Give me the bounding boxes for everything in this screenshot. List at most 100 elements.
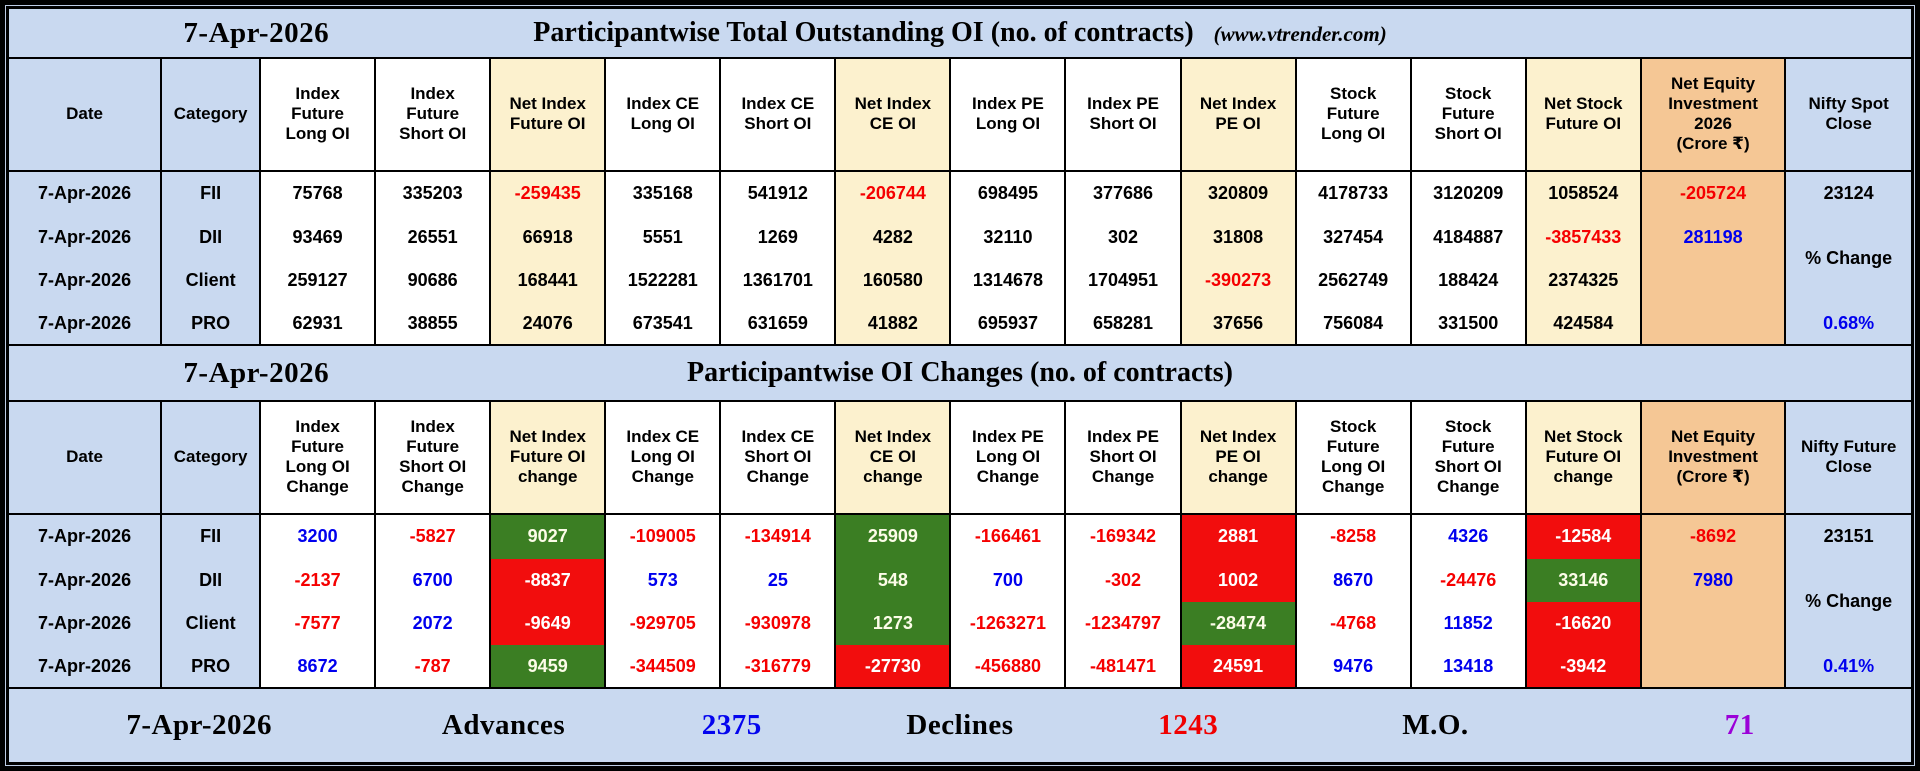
mo-value: 71	[1724, 709, 1755, 741]
cell: 573	[604, 558, 721, 602]
col-header: Category	[160, 58, 261, 172]
cell: 2562749	[1294, 258, 1411, 302]
cell: 7980	[1639, 558, 1786, 602]
cell: -9649	[489, 601, 606, 645]
cell: 160580	[834, 258, 951, 302]
col-header: Stock Future Short OI	[1409, 58, 1526, 172]
cell: 335168	[604, 170, 721, 216]
cell: 259127	[259, 258, 376, 302]
cell: 9459	[489, 644, 606, 688]
cell: -259435	[489, 170, 606, 216]
cell: 302	[1064, 215, 1181, 259]
report-frame: 7-Apr-2026 Participantwise Total Outstan…	[5, 5, 1915, 766]
cell: 9476	[1294, 644, 1411, 688]
cell: 32110	[949, 215, 1066, 259]
col-header: Net Index CE OI change	[834, 401, 951, 515]
cell: 7-Apr-2026	[9, 513, 162, 559]
cell: 673541	[604, 301, 721, 345]
cell: 331500	[1409, 301, 1526, 345]
col-header: Net Stock Future OI	[1524, 58, 1641, 172]
report-date: 7-Apr-2026	[126, 709, 273, 741]
cell: -8258	[1294, 513, 1411, 559]
cell: -929705	[604, 601, 721, 645]
cell: DII	[160, 215, 261, 259]
cell: 3200	[259, 513, 376, 559]
table-row: 7-Apr-2026 FII 3200 -5827 9027 -109005 -134914…	[9, 513, 1911, 559]
cell: % Change	[1784, 215, 1911, 302]
col-header: Date	[9, 401, 162, 515]
cell: 1314678	[949, 258, 1066, 302]
col-header: Index CE Short OI	[719, 58, 836, 172]
advances-label: Advances	[441, 709, 566, 741]
col-header: Net Index PE OI	[1179, 58, 1296, 172]
cell: 90686	[374, 258, 491, 302]
cell: 1522281	[604, 258, 721, 302]
cell: Client	[160, 258, 261, 302]
cell: 377686	[1064, 170, 1181, 216]
cell: 0.41%	[1784, 644, 1911, 688]
col-header: Index PE Short OI Change	[1064, 401, 1181, 515]
col-header: Date	[9, 58, 162, 172]
cell: 2374325	[1524, 258, 1641, 302]
cell: 75768	[259, 170, 376, 216]
table-row: 7-Apr-2026 DII -2137 6700 -8837 573 25 548 700 -3…	[9, 558, 1911, 645]
cell: 9027	[489, 513, 606, 559]
cell: -3857433	[1524, 215, 1641, 259]
cell: -930978	[719, 601, 836, 645]
cell: 66918	[489, 215, 606, 259]
cell: 3120209	[1409, 170, 1526, 216]
cell: 31808	[1179, 215, 1296, 259]
col-header: Net Stock Future OI change	[1524, 401, 1641, 515]
site-credit: (www.vtrender.com)	[1213, 22, 1387, 46]
cell: -16620	[1524, 601, 1641, 645]
cell: Client	[160, 601, 261, 645]
col-header: Index Future Long OI Change	[259, 401, 376, 515]
col-header: Stock Future Long OI Change	[1294, 401, 1411, 515]
col-header: Net Index CE OI	[834, 58, 951, 172]
cell: 93469	[259, 215, 376, 259]
cell: 281198	[1639, 215, 1786, 259]
table-row: 7-Apr-2026 PRO 8672 -787 9459 -344509 -316779-…	[9, 644, 1911, 688]
cell: FII	[160, 170, 261, 216]
cell: 13418	[1409, 644, 1526, 688]
cell: 756084	[1294, 301, 1411, 345]
col-header: Index Future Short OI Change	[374, 401, 491, 515]
cell: 1058524	[1524, 170, 1641, 216]
mo-label: M.O.	[1402, 709, 1469, 741]
cell: 24591	[1179, 644, 1296, 688]
table-row: 7-Apr-2026 DII 93469 26551 66918 5551 1269 4282…	[9, 215, 1911, 302]
cell: 188424	[1409, 258, 1526, 302]
title-group: Participantwise OI Changes (no. of contr…	[687, 357, 1233, 389]
cell: PRO	[160, 644, 261, 688]
cell: -109005	[604, 513, 721, 559]
cell: -316779	[719, 644, 836, 688]
cell: 23151	[1784, 513, 1911, 559]
report-date: 7-Apr-2026	[183, 356, 330, 389]
cell: 7-Apr-2026	[9, 601, 162, 645]
cell: 548	[834, 558, 951, 602]
cell: 320809	[1179, 170, 1296, 216]
cell: 33146	[1524, 558, 1641, 602]
cell: 26551	[374, 215, 491, 259]
declines-label: Declines	[906, 709, 1014, 741]
oi-changes-title: Participantwise OI Changes (no. of contr…	[687, 357, 1233, 388]
cell: 631659	[719, 301, 836, 345]
cell: % Change	[1784, 558, 1911, 645]
cell: -5827	[374, 513, 491, 559]
cell: 25909	[834, 513, 951, 559]
cell: 4178733	[1294, 170, 1411, 216]
col-header: Nifty Spot Close	[1784, 58, 1911, 172]
col-header: Index PE Long OI Change	[949, 401, 1066, 515]
cell: -27730	[834, 644, 951, 688]
cell: FII	[160, 513, 261, 559]
cell: -1263271	[949, 601, 1066, 645]
col-header: Category	[160, 401, 261, 515]
advances-value: 2375	[701, 709, 762, 741]
cell: 7-Apr-2026	[9, 215, 162, 259]
declines-value: 1243	[1158, 709, 1219, 741]
outstanding-oi-title-band: 7-Apr-2026 Participantwise Total Outstan…	[7, 7, 1913, 59]
cell: -4768	[1294, 601, 1411, 645]
cell: -28474	[1179, 601, 1296, 645]
cell	[1639, 601, 1786, 688]
col-header: Index CE Short OI Change	[719, 401, 836, 515]
